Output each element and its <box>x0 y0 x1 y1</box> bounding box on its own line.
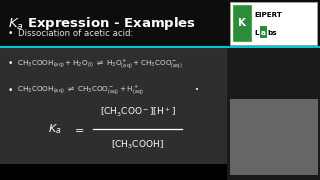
Text: •: • <box>8 59 13 68</box>
Text: K: K <box>238 18 246 28</box>
Text: bs: bs <box>268 30 277 36</box>
FancyBboxPatch shape <box>0 164 227 180</box>
Text: •: • <box>8 86 13 94</box>
Text: $K_a$ Expression - Examples: $K_a$ Expression - Examples <box>8 15 196 32</box>
Text: •: • <box>195 87 199 93</box>
FancyBboxPatch shape <box>0 0 320 47</box>
Text: $[\mathrm{CH_3COO^-}][\mathrm{H^+}]$: $[\mathrm{CH_3COO^-}][\mathrm{H^+}]$ <box>100 106 176 119</box>
FancyBboxPatch shape <box>227 47 320 180</box>
Text: $=$: $=$ <box>72 124 84 134</box>
Text: •: • <box>8 29 13 38</box>
Text: $\mathregular{CH_3COOH_{(aq)}}$ $\rightleftharpoons$ $\mathregular{CH_3COO^-_{(a: $\mathregular{CH_3COOH_{(aq)}}$ $\rightl… <box>17 84 144 96</box>
Text: $\mathregular{CH_3COOH_{(aq)} + H_2O_{(l)}}$ $\rightleftharpoons$ $\mathregular{: $\mathregular{CH_3COOH_{(aq)} + H_2O_{(l… <box>17 57 182 70</box>
Text: a: a <box>261 30 266 36</box>
FancyBboxPatch shape <box>233 5 251 41</box>
FancyBboxPatch shape <box>230 2 317 45</box>
Text: $[\mathrm{CH_3COOH}]$: $[\mathrm{CH_3COOH}]$ <box>111 139 164 151</box>
Text: Dissociation of acetic acid:: Dissociation of acetic acid: <box>18 29 133 38</box>
Text: L: L <box>254 30 259 36</box>
Text: $K_a$: $K_a$ <box>48 122 61 136</box>
FancyBboxPatch shape <box>230 99 318 175</box>
FancyBboxPatch shape <box>260 26 267 38</box>
Text: EIPERT: EIPERT <box>254 12 282 18</box>
FancyBboxPatch shape <box>0 47 227 164</box>
